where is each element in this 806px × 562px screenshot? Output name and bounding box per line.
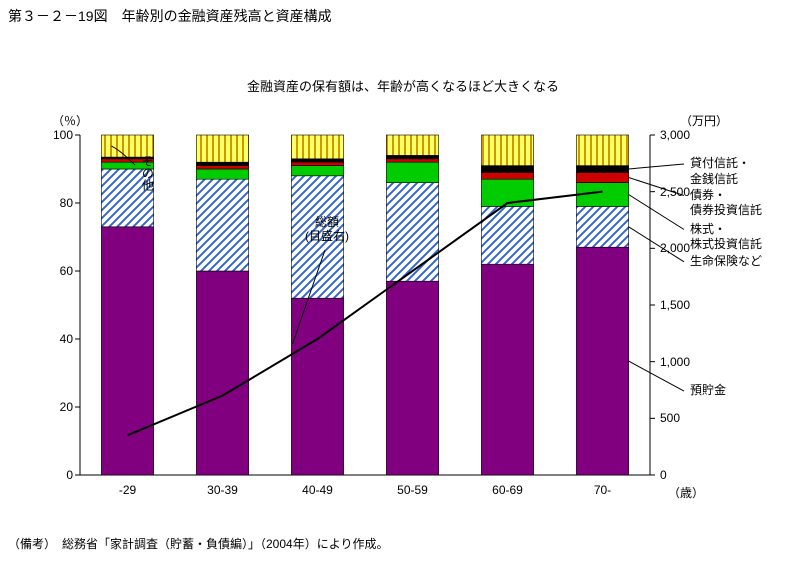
- annotation-other: その他: [140, 155, 154, 191]
- ytick-left: 80: [45, 196, 73, 210]
- x-category: 70-: [573, 483, 633, 497]
- ytick-left: 100: [45, 128, 73, 142]
- chart-canvas: [0, 0, 806, 562]
- x-category: -29: [98, 483, 158, 497]
- legend-stocks: 株式・株式投資信託: [690, 222, 790, 253]
- ytick-left: 40: [45, 332, 73, 346]
- ytick-left: 0: [45, 468, 73, 482]
- legend-trusts: 貸付信託・金銭信託: [690, 156, 790, 187]
- ytick-right: 1,000: [660, 355, 690, 369]
- annotation-total: 総額 (目盛右): [305, 215, 349, 244]
- ytick-right: 2,000: [660, 241, 690, 255]
- x-category: 30-39: [193, 483, 253, 497]
- legend-bonds: 債券・債券投資信託: [690, 188, 790, 219]
- figure-note: （備考） 総務省「家計調査（貯蓄・負債編）」（2004年）により作成。: [8, 535, 388, 552]
- legend-life_ins: 生命保険など: [690, 254, 790, 270]
- x-category: 40-49: [288, 483, 348, 497]
- x-category: 60-69: [478, 483, 538, 497]
- x-axis-unit: （歳）: [668, 484, 704, 501]
- ytick-left: 20: [45, 400, 73, 414]
- ytick-right: 500: [660, 411, 680, 425]
- annotation-other-text: その他: [140, 155, 154, 191]
- legend-deposits: 預貯金: [690, 383, 790, 399]
- ytick-right: 1,500: [660, 298, 690, 312]
- ytick-left: 60: [45, 264, 73, 278]
- x-category: 50-59: [383, 483, 443, 497]
- ytick-right: 3,000: [660, 128, 690, 142]
- ytick-right: 2,500: [660, 185, 690, 199]
- ytick-right: 0: [660, 468, 667, 482]
